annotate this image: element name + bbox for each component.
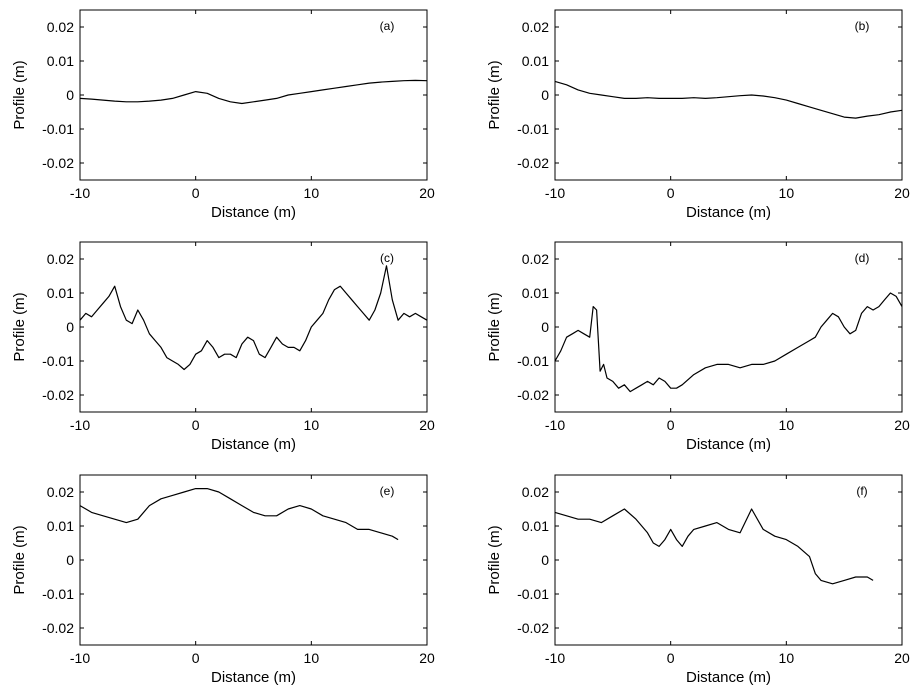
y-tick-label: -0.02 bbox=[517, 387, 549, 403]
x-tick-label: 0 bbox=[667, 650, 675, 666]
y-tick-label: 0.02 bbox=[522, 484, 549, 500]
y-axis-label: Profile (m) bbox=[11, 60, 28, 129]
x-tick-label: 20 bbox=[894, 185, 910, 201]
y-tick-label: -0.02 bbox=[42, 155, 74, 171]
y-tick-label: 0.01 bbox=[522, 518, 549, 534]
chart-panel-5: -10 0 10 20 -0.02 -0.01 0 0.01 0.02 Distance (m) P… bbox=[11, 474, 435, 686]
x-tick-label: -10 bbox=[70, 650, 90, 666]
x-axis-label: Distance (m) bbox=[686, 436, 771, 453]
x-tick-label: 10 bbox=[779, 417, 795, 433]
y-tick-label: 0.01 bbox=[47, 53, 74, 69]
y-tick-label: -0.01 bbox=[42, 586, 74, 602]
y-tick-label: -0.02 bbox=[517, 155, 549, 171]
series-line bbox=[554, 508, 874, 585]
y-axis-label: Profile (m) bbox=[11, 292, 28, 361]
y-tick-label: 0 bbox=[66, 552, 74, 568]
panel-label: (b) bbox=[855, 19, 870, 33]
x-tick-label: -10 bbox=[70, 417, 90, 433]
x-axis-label: Distance (m) bbox=[211, 436, 296, 453]
x-tick-label: 10 bbox=[304, 650, 320, 666]
series-line bbox=[79, 488, 399, 541]
x-tick-label: 0 bbox=[192, 185, 200, 201]
x-tick-label: 20 bbox=[894, 650, 910, 666]
x-tick-label: -10 bbox=[545, 650, 565, 666]
y-tick-label: -0.02 bbox=[42, 620, 74, 636]
y-tick-label: 0.02 bbox=[522, 251, 549, 267]
x-tick-label: -10 bbox=[545, 417, 565, 433]
y-axis-label: Profile (m) bbox=[486, 292, 503, 361]
chart-panel-2: -10 0 10 20 -0.02 -0.01 0 0.01 0.02 Distance (m) P… bbox=[486, 9, 910, 221]
x-tick-label: 0 bbox=[192, 417, 200, 433]
y-tick-label: 0.02 bbox=[522, 19, 549, 35]
y-tick-label: 0 bbox=[541, 87, 549, 103]
panel-label: (c) bbox=[380, 251, 394, 265]
chart-panel-6: -10 0 10 20 -0.02 -0.01 0 0.01 0.02 Distance (m) P… bbox=[486, 474, 910, 686]
y-tick-label: 0.01 bbox=[522, 285, 549, 301]
chart-panel-3: -10 0 10 20 -0.02 -0.01 0 0.01 0.02 Distance (m) P… bbox=[11, 241, 435, 453]
plot-frame bbox=[554, 241, 903, 413]
plot-frame bbox=[79, 9, 428, 181]
series-line bbox=[79, 79, 428, 105]
chart-panel-4: -10 0 10 20 -0.02 -0.01 0 0.01 0.02 Distance (m) P… bbox=[486, 241, 910, 453]
plot-frame bbox=[79, 474, 428, 646]
y-axis-label: Profile (m) bbox=[11, 525, 28, 594]
chart-panel-1: -10 0 10 20 -0.02 -0.01 0 0.01 0.02 Distance (m) P… bbox=[11, 9, 435, 221]
plot-frame bbox=[79, 241, 428, 413]
x-axis-label: Distance (m) bbox=[686, 204, 771, 221]
x-tick-label: 0 bbox=[667, 185, 675, 201]
y-tick-label: 0 bbox=[541, 319, 549, 335]
y-tick-label: -0.02 bbox=[42, 387, 74, 403]
y-tick-label: 0.01 bbox=[47, 285, 74, 301]
x-tick-label: 0 bbox=[192, 650, 200, 666]
x-tick-label: -10 bbox=[70, 185, 90, 201]
y-tick-label: 0.02 bbox=[47, 251, 74, 267]
y-tick-label: 0 bbox=[66, 319, 74, 335]
y-axis-label: Profile (m) bbox=[486, 60, 503, 129]
series-line bbox=[79, 265, 428, 371]
y-tick-label: -0.01 bbox=[517, 586, 549, 602]
plot-frame bbox=[554, 474, 903, 646]
x-axis-label: Distance (m) bbox=[686, 669, 771, 686]
x-tick-label: -10 bbox=[545, 185, 565, 201]
panel-label: (d) bbox=[855, 251, 870, 265]
y-tick-label: 0 bbox=[66, 87, 74, 103]
panel-label: (a) bbox=[380, 19, 395, 33]
panel-label: (e) bbox=[380, 484, 395, 498]
x-tick-label: 20 bbox=[419, 417, 435, 433]
x-tick-label: 20 bbox=[419, 650, 435, 666]
y-tick-label: 0.02 bbox=[47, 484, 74, 500]
y-tick-label: 0 bbox=[541, 552, 549, 568]
plot-frame bbox=[554, 9, 903, 181]
series-line bbox=[554, 80, 903, 119]
x-tick-label: 10 bbox=[779, 650, 795, 666]
series-line bbox=[554, 292, 903, 393]
y-tick-label: 0.01 bbox=[47, 518, 74, 534]
y-tick-label: -0.01 bbox=[42, 121, 74, 137]
x-axis-label: Distance (m) bbox=[211, 669, 296, 686]
x-tick-label: 10 bbox=[304, 185, 320, 201]
y-tick-label: -0.01 bbox=[517, 353, 549, 369]
panel-label: (f) bbox=[856, 484, 867, 498]
x-tick-label: 20 bbox=[419, 185, 435, 201]
y-tick-label: -0.01 bbox=[42, 353, 74, 369]
x-tick-label: 0 bbox=[667, 417, 675, 433]
x-axis-label: Distance (m) bbox=[211, 204, 296, 221]
y-tick-label: -0.01 bbox=[517, 121, 549, 137]
y-tick-label: 0.02 bbox=[47, 19, 74, 35]
x-tick-label: 10 bbox=[779, 185, 795, 201]
x-tick-label: 20 bbox=[894, 417, 910, 433]
y-axis-label: Profile (m) bbox=[486, 525, 503, 594]
x-tick-label: 10 bbox=[304, 417, 320, 433]
y-tick-label: -0.02 bbox=[517, 620, 549, 636]
y-tick-label: 0.01 bbox=[522, 53, 549, 69]
